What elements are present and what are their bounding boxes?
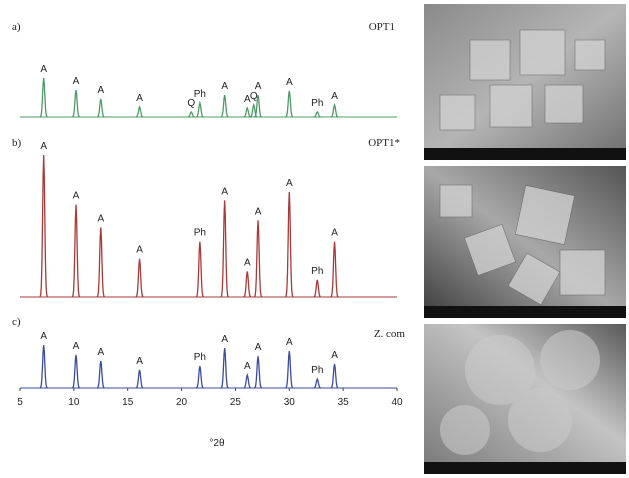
peak-label: A bbox=[286, 337, 293, 348]
peak bbox=[285, 90, 294, 118]
peak bbox=[243, 271, 252, 298]
peak-label: A bbox=[255, 342, 262, 353]
peak bbox=[96, 360, 105, 389]
peak-label: Ph bbox=[194, 89, 206, 100]
crystal-shapes bbox=[439, 29, 606, 306]
peak-label: Ph bbox=[311, 266, 323, 277]
peak-label: A bbox=[136, 93, 143, 104]
peak-label: A bbox=[40, 64, 47, 75]
peak bbox=[72, 354, 81, 389]
peak bbox=[330, 241, 339, 298]
peak bbox=[196, 100, 204, 118]
peak-label: A bbox=[244, 257, 251, 268]
peak-label: A bbox=[221, 334, 228, 345]
x-tick-label: 15 bbox=[122, 397, 134, 408]
peak-label: A bbox=[244, 361, 251, 372]
peak-label: A bbox=[221, 186, 228, 197]
peak bbox=[249, 102, 258, 118]
peak-label: Q bbox=[187, 98, 195, 109]
peak bbox=[96, 227, 105, 298]
peak-label: A bbox=[97, 347, 104, 358]
peak-label: A bbox=[40, 331, 47, 342]
peak bbox=[187, 110, 195, 118]
peak bbox=[254, 356, 263, 389]
peak-label: A bbox=[40, 141, 47, 152]
sem-images bbox=[424, 4, 626, 474]
peak bbox=[313, 279, 322, 298]
sample-name: Z. com bbox=[374, 328, 406, 340]
peak-label: Ph bbox=[194, 352, 206, 363]
panel-label: c) bbox=[12, 316, 21, 328]
sample-name: OPT1 bbox=[369, 21, 395, 33]
peak-label: A bbox=[136, 245, 143, 256]
sample-name: OPT1* bbox=[368, 137, 400, 149]
peak bbox=[39, 77, 48, 118]
peak bbox=[220, 347, 229, 389]
x-tick-label: 30 bbox=[284, 397, 296, 408]
peak bbox=[135, 369, 144, 389]
peak-label: Ph bbox=[311, 98, 323, 109]
x-tick-label: 10 bbox=[68, 397, 80, 408]
peak-label: Q bbox=[250, 91, 258, 102]
peak bbox=[135, 105, 144, 118]
peak-label: A bbox=[244, 94, 251, 105]
x-tick-label: 20 bbox=[176, 397, 188, 408]
peak bbox=[330, 102, 339, 118]
peak-label: A bbox=[221, 81, 228, 92]
peak bbox=[243, 106, 252, 118]
peak-label: A bbox=[255, 206, 262, 217]
peak bbox=[72, 89, 80, 118]
peak bbox=[254, 95, 262, 118]
agglomerates bbox=[440, 330, 600, 455]
peak-label: A bbox=[97, 213, 104, 224]
peak bbox=[285, 191, 294, 297]
peak-label: A bbox=[97, 85, 104, 96]
peak-label: Ph bbox=[311, 365, 323, 376]
peak bbox=[243, 372, 252, 389]
sem-image bbox=[424, 4, 626, 160]
peak bbox=[39, 154, 48, 297]
panel-label: b) bbox=[12, 137, 22, 149]
x-axis-label: °2θ bbox=[209, 438, 225, 449]
peak bbox=[195, 241, 204, 298]
peak bbox=[220, 200, 229, 297]
peak bbox=[96, 98, 105, 118]
peak-label: A bbox=[73, 76, 80, 87]
peak bbox=[313, 377, 322, 389]
peak bbox=[253, 220, 263, 298]
peak bbox=[313, 110, 321, 118]
peak-label: A bbox=[286, 178, 293, 189]
peak bbox=[220, 95, 229, 118]
peak bbox=[71, 204, 81, 298]
x-tick-label: 5 bbox=[17, 397, 23, 408]
peak-label: A bbox=[73, 191, 80, 202]
peak-label: A bbox=[286, 77, 293, 88]
peak-label: A bbox=[73, 341, 80, 352]
peak-label: A bbox=[255, 81, 262, 92]
peak bbox=[285, 350, 294, 389]
peak bbox=[330, 363, 339, 389]
peak-label: Ph bbox=[194, 228, 206, 239]
sem-info-bars bbox=[424, 148, 626, 474]
x-tick-label: 25 bbox=[230, 397, 242, 408]
peak-label: A bbox=[136, 356, 143, 367]
x-tick-label: 40 bbox=[391, 397, 403, 408]
peak bbox=[195, 365, 204, 389]
peak bbox=[135, 258, 144, 298]
peak-label: A bbox=[331, 228, 338, 239]
peak bbox=[39, 344, 48, 389]
peak-label: A bbox=[331, 91, 338, 102]
panel-label: a) bbox=[12, 21, 21, 33]
x-tick-label: 35 bbox=[338, 397, 350, 408]
peak-label: A bbox=[331, 350, 338, 361]
